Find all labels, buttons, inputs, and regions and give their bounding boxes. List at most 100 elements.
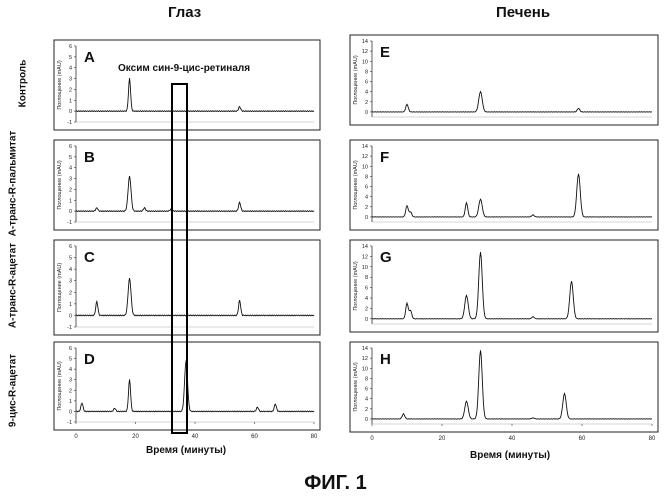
peak-G-3 bbox=[480, 251, 481, 253]
y-tick-label-A: 1 bbox=[69, 98, 72, 104]
trace-E bbox=[371, 90, 653, 113]
peak-G-4 bbox=[532, 316, 534, 318]
peak-F-5 bbox=[578, 173, 579, 175]
y-tick-label-F: 0 bbox=[365, 215, 368, 221]
y-tick-label-C: 4 bbox=[69, 267, 72, 273]
y-tick-label-E: 12 bbox=[362, 49, 368, 55]
trace-D bbox=[75, 360, 315, 413]
peak-F-4 bbox=[532, 214, 534, 216]
panel-frame-F bbox=[349, 139, 659, 231]
x-tick-label-D: 40 bbox=[192, 434, 199, 440]
peak-D-5 bbox=[274, 403, 276, 405]
y-tick-label-A: 3 bbox=[69, 77, 72, 83]
header-eye: Глаз bbox=[168, 4, 202, 21]
y-tick-label-C: 0 bbox=[69, 313, 72, 319]
y-tick-label-C: 1 bbox=[69, 302, 72, 308]
y-axis-title-E: Поглощение (mAU) bbox=[353, 55, 359, 104]
y-tick-label-B: 5 bbox=[69, 155, 72, 161]
peak-G-0 bbox=[406, 302, 408, 304]
y-tick-label-D: 6 bbox=[69, 346, 72, 352]
y-tick-label-G: 0 bbox=[365, 317, 368, 323]
y-tick-label-H: 8 bbox=[365, 376, 368, 382]
x-tick-label-H: 20 bbox=[439, 436, 446, 442]
y-tick-label-H: 10 bbox=[362, 366, 368, 372]
panel-letter-D: D bbox=[84, 351, 95, 368]
y-tick-label-A: -1 bbox=[67, 120, 72, 126]
y-tick-label-B: 6 bbox=[69, 144, 72, 150]
y-tick-label-G: 2 bbox=[365, 306, 368, 312]
peak-H-3 bbox=[532, 417, 534, 419]
y-tick-label-C: 5 bbox=[69, 256, 72, 262]
y-tick-label-F: 6 bbox=[365, 185, 368, 191]
y-tick-label-E: 0 bbox=[365, 110, 368, 116]
x-tick-label-H: 80 bbox=[649, 436, 656, 442]
y-tick-label-A: 6 bbox=[69, 44, 72, 50]
peak-E-1 bbox=[480, 91, 481, 93]
header-liver: Печень bbox=[496, 4, 551, 21]
peak-H-0 bbox=[403, 413, 404, 415]
trace-F bbox=[371, 173, 653, 218]
y-axis-title-C: Поглощение (mAU) bbox=[57, 263, 63, 312]
y-axis-title-G: Поглощение (mAU) bbox=[353, 261, 359, 310]
y-tick-label-D: 4 bbox=[69, 367, 72, 373]
figure-label: ФИГ. 1 bbox=[304, 472, 367, 494]
y-axis-title-F: Поглощение (mAU) bbox=[353, 160, 359, 209]
y-tick-label-F: 8 bbox=[365, 174, 368, 180]
peak-H-4 bbox=[564, 393, 565, 394]
peak-F-1 bbox=[410, 211, 411, 213]
peak-E-0 bbox=[406, 103, 408, 105]
peak-E-2 bbox=[578, 107, 579, 109]
peak-B-2 bbox=[144, 207, 145, 209]
y-tick-label-E: 4 bbox=[365, 90, 368, 96]
peak-C-0 bbox=[96, 301, 98, 302]
x-tick-label-D: 80 bbox=[311, 434, 318, 440]
trace-C bbox=[75, 277, 315, 317]
y-tick-label-B: -1 bbox=[67, 220, 72, 226]
panel-letter-E: E bbox=[380, 44, 390, 61]
retinal-oxime-highlight-box bbox=[171, 83, 188, 434]
panel-letter-G: G bbox=[380, 249, 392, 266]
peak-H-2 bbox=[480, 350, 481, 351]
peak-C-2 bbox=[239, 299, 241, 301]
peak-F-0 bbox=[406, 205, 408, 207]
peak-D-0 bbox=[81, 402, 83, 404]
peak-F-3 bbox=[480, 198, 481, 200]
peak-F-2 bbox=[466, 202, 467, 204]
peak-B-0 bbox=[96, 207, 98, 209]
y-tick-label-E: 8 bbox=[365, 69, 368, 75]
y-tick-label-E: 14 bbox=[362, 39, 368, 45]
y-axis-title-A: Поглощение (mAU) bbox=[57, 60, 63, 109]
y-tick-label-C: -1 bbox=[67, 325, 72, 331]
peak-B-1 bbox=[129, 176, 130, 177]
y-tick-label-A: 5 bbox=[69, 55, 72, 61]
y-tick-label-D: 5 bbox=[69, 357, 72, 363]
panel-frame-H bbox=[349, 341, 659, 433]
y-tick-label-D: 1 bbox=[69, 399, 72, 405]
peak-D-1 bbox=[114, 407, 116, 409]
y-tick-label-G: 14 bbox=[362, 244, 368, 250]
y-tick-label-D: 0 bbox=[69, 409, 72, 415]
panel-letter-C: C bbox=[84, 249, 95, 266]
panel-letter-A: A bbox=[84, 49, 95, 66]
peak-G-5 bbox=[571, 280, 572, 282]
peak-D-2 bbox=[129, 379, 130, 381]
trace-G bbox=[371, 252, 653, 320]
peak-B-4 bbox=[239, 202, 241, 203]
x-tick-label-D: 60 bbox=[251, 434, 258, 440]
y-axis-title-D: Поглощение (mAU) bbox=[57, 361, 63, 410]
y-tick-label-H: 4 bbox=[365, 397, 368, 403]
y-axis-title-B: Поглощение (mAU) bbox=[57, 160, 63, 209]
x-axis-title-right: Время (минуты) bbox=[470, 450, 551, 461]
y-tick-label-F: 10 bbox=[362, 164, 368, 170]
y-tick-label-D: 2 bbox=[69, 388, 72, 394]
panel-letter-H: H bbox=[380, 351, 391, 368]
x-tick-label-H: 0 bbox=[370, 436, 374, 442]
panel-frame-E bbox=[349, 34, 659, 126]
y-tick-label-B: 2 bbox=[69, 187, 72, 193]
y-tick-label-D: 3 bbox=[69, 378, 72, 384]
y-tick-label-H: 0 bbox=[365, 417, 368, 423]
x-tick-label-D: 20 bbox=[132, 434, 139, 440]
y-tick-label-G: 10 bbox=[362, 265, 368, 271]
y-tick-label-F: 14 bbox=[362, 144, 368, 150]
panel-frame-G bbox=[349, 239, 659, 333]
